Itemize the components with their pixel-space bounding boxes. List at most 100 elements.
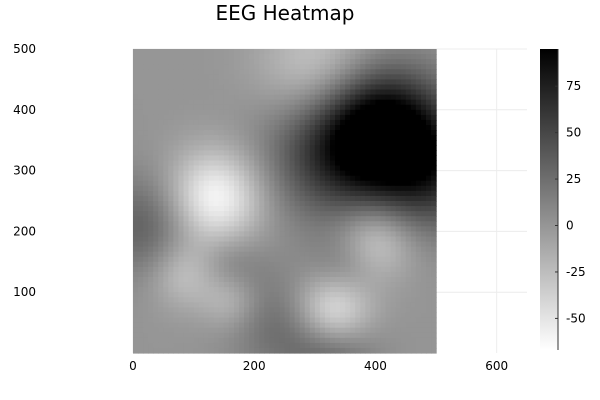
heat-cell: [208, 114, 215, 121]
heat-cell: [148, 114, 154, 121]
heat-cell: [244, 185, 250, 192]
heat-cell: [360, 94, 366, 101]
heat-cell: [345, 292, 351, 298]
heat-cell: [234, 94, 240, 101]
heat-cell: [294, 312, 301, 319]
heat-cell: [420, 251, 427, 258]
heat-cell: [400, 140, 407, 146]
heat-cell: [279, 337, 286, 344]
heat-cell: [163, 261, 169, 268]
heat-cell: [173, 59, 180, 65]
heat-cell: [415, 114, 422, 121]
heat-cell: [228, 302, 235, 308]
heat-cell: [183, 64, 190, 70]
heat-cell: [395, 236, 402, 243]
heat-cell: [208, 206, 215, 212]
heat-cell: [340, 135, 346, 141]
heat-cell: [350, 165, 356, 172]
heat-cell: [274, 109, 281, 116]
heat-cell: [289, 104, 296, 111]
heat-cell: [148, 180, 154, 187]
heat-cell: [173, 246, 180, 253]
heat-cell: [279, 79, 286, 86]
heat-cell: [304, 261, 311, 268]
heat-cell: [148, 125, 154, 131]
heat-cell: [249, 251, 255, 258]
heat-cell: [138, 89, 144, 96]
heat-cell: [304, 302, 311, 308]
heat-cell: [335, 201, 341, 207]
heat-cell: [153, 211, 159, 217]
heat-cell: [395, 231, 402, 238]
heat-cell: [380, 287, 387, 293]
heat-cell: [153, 155, 159, 162]
heat-cell: [380, 69, 387, 75]
heat-cell: [365, 266, 372, 273]
heat-cell: [158, 54, 164, 60]
heat-cell: [355, 342, 361, 349]
heat-cell: [299, 69, 306, 75]
heat-cell: [340, 241, 346, 248]
heat-cell: [264, 216, 270, 222]
heat-cell: [425, 59, 432, 65]
heat-cell: [269, 155, 276, 162]
heat-cell: [420, 79, 427, 86]
heat-cell: [133, 201, 139, 207]
heat-cell: [415, 195, 422, 202]
heat-cell: [188, 246, 195, 253]
heat-cell: [228, 54, 235, 60]
heat-cell: [314, 201, 321, 207]
heat-cell: [269, 195, 276, 202]
heat-cell: [405, 226, 412, 232]
heat-cell: [400, 256, 407, 263]
heat-cell: [420, 241, 427, 248]
heat-cell: [143, 99, 149, 106]
heat-cell: [390, 221, 397, 227]
heat-cell: [138, 190, 144, 197]
heat-cell: [269, 277, 276, 283]
heat-cell: [345, 246, 351, 253]
heat-cell: [425, 206, 432, 212]
heat-cell: [335, 271, 341, 278]
heat-cell: [193, 94, 200, 101]
heat-cell: [319, 155, 326, 162]
heat-cell: [178, 251, 185, 258]
heat-cell: [309, 347, 316, 354]
heat-cell: [425, 160, 432, 167]
heat-cell: [324, 347, 331, 354]
heat-cell: [249, 292, 255, 298]
heat-cell: [299, 135, 306, 141]
heat-cell: [335, 89, 341, 96]
heat-cell: [234, 64, 240, 70]
heat-cell: [350, 125, 356, 131]
heat-cell: [183, 109, 190, 116]
heat-cell: [183, 282, 190, 288]
heat-cell: [178, 307, 185, 314]
heat-cell: [203, 246, 210, 253]
heat-cell: [380, 317, 387, 324]
heat-cell: [228, 266, 235, 273]
heat-cell: [395, 104, 402, 111]
heat-cell: [420, 64, 427, 70]
heat-cell: [228, 231, 235, 238]
heat-cell: [213, 292, 220, 298]
heat-cell: [178, 282, 185, 288]
heat-cell: [314, 221, 321, 227]
heat-cell: [163, 271, 169, 278]
heat-cell: [410, 155, 417, 162]
heat-cell: [223, 236, 230, 243]
heat-cell: [193, 170, 200, 177]
heat-cell: [168, 322, 175, 329]
heat-cell: [355, 271, 361, 278]
heat-cell: [415, 109, 422, 116]
heat-cell: [143, 241, 149, 248]
heat-cell: [223, 246, 230, 253]
heat-cell: [279, 211, 286, 217]
heat-cell: [208, 292, 215, 298]
heat-cell: [138, 312, 144, 319]
heat-cell: [350, 195, 356, 202]
heat-cell: [153, 216, 159, 222]
heat-cell: [390, 135, 397, 141]
heat-cell: [289, 282, 296, 288]
heat-cell: [294, 337, 301, 344]
